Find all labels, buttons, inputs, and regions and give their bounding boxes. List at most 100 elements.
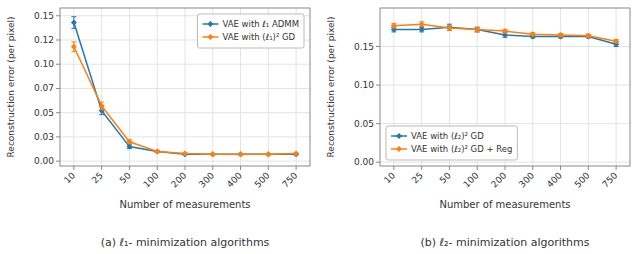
tick-label-x: 200 [489, 170, 508, 189]
tick-label-x: 300 [517, 170, 536, 189]
tick-label-y: 0.00 [354, 157, 374, 167]
marker [419, 21, 425, 27]
y-axis-label: Reconstruction error (per pixel) [6, 17, 16, 158]
marker [99, 103, 105, 109]
marker [585, 33, 591, 39]
caption: (b) ℓ₂- minimization algorithms [421, 236, 590, 249]
tick-y [56, 88, 60, 89]
legend-box [386, 126, 517, 160]
series-line [394, 24, 616, 41]
tick-x [212, 166, 213, 170]
chart-root: 0.000.030.050.070.100.120.15102550100200… [0, 0, 640, 254]
tick-y [56, 64, 60, 65]
marker [613, 38, 619, 44]
tick-label-x: 400 [545, 170, 564, 189]
tick-x [393, 166, 394, 170]
tick-y [376, 85, 380, 86]
tick-y [376, 123, 380, 124]
tick-label-y: 0.10 [34, 59, 54, 69]
legend-label: VAE with (ℓ₂)² GD [411, 131, 484, 141]
tick-label-x: 50 [438, 170, 453, 185]
marker [293, 150, 299, 156]
tick-y [376, 162, 380, 163]
marker [154, 148, 160, 154]
tick-x [157, 166, 158, 170]
tick-label-y: 0.03 [34, 132, 54, 142]
tick-label-y: 0.00 [34, 156, 54, 166]
grid-line-x [73, 8, 74, 166]
marker [265, 151, 271, 157]
marker [126, 139, 132, 145]
marker [474, 27, 480, 33]
tick-x [477, 166, 478, 170]
tick-x [421, 166, 422, 170]
legend-label: VAE with (ℓ₁)² GD [222, 32, 295, 42]
marker [265, 151, 271, 157]
tick-label-x: 25 [90, 170, 105, 185]
tick-x [560, 166, 561, 170]
series-line [74, 47, 296, 155]
legend-marker [207, 21, 213, 27]
tick-label-y: 0.15 [34, 11, 54, 21]
tick-x [616, 166, 617, 170]
tick-label-x: 10 [382, 170, 397, 185]
tick-label-x: 50 [118, 170, 133, 185]
marker [210, 151, 216, 157]
tick-label-x: 10 [62, 170, 77, 185]
tick-x [588, 166, 589, 170]
marker [71, 44, 77, 50]
marker [391, 23, 397, 29]
marker [558, 32, 564, 38]
tick-y [56, 161, 60, 162]
tick-x [268, 166, 269, 170]
data-group [391, 21, 619, 47]
tick-label-y: 0.15 [354, 42, 374, 52]
error-bar [475, 27, 480, 32]
tick-x [129, 166, 130, 170]
tick-label-y: 0.07 [34, 83, 54, 93]
tick-y [56, 136, 60, 137]
tick-label-x: 100 [141, 170, 160, 189]
tick-x [532, 166, 533, 170]
marker [585, 34, 591, 40]
legend-label: VAE with ℓ₁ ADMM [222, 19, 299, 29]
plot-frame [380, 8, 630, 166]
marker [210, 151, 216, 157]
error-bar [447, 24, 452, 30]
tick-label-x: 200 [169, 170, 188, 189]
grid-line-x [588, 8, 589, 166]
legend-label: VAE with (ℓ₂)² GD + Reg [411, 144, 512, 154]
tick-x [240, 166, 241, 170]
tick-label-x: 750 [600, 170, 619, 189]
legend-marker [396, 146, 402, 152]
grid-line-x [101, 8, 102, 166]
marker [182, 151, 188, 157]
tick-x [73, 166, 74, 170]
tick-label-y: 0.10 [354, 80, 374, 90]
legend-box [197, 14, 304, 48]
marker [502, 28, 508, 34]
tick-y [56, 15, 60, 16]
panel: 0.000.050.100.15102550100200300400500750… [326, 8, 630, 249]
marker [293, 151, 299, 157]
marker [474, 27, 480, 33]
tick-x [296, 166, 297, 170]
legend-marker [207, 34, 213, 40]
error-bar [419, 27, 424, 32]
page: {"chart_data": [ {"type": "line", "title… [0, 0, 640, 254]
data-group [71, 17, 299, 158]
tick-label-x: 25 [410, 170, 425, 185]
tick-label-x: 750 [280, 170, 299, 189]
grid-line-x [560, 8, 561, 166]
tick-label-x: 500 [253, 170, 272, 189]
marker [154, 148, 160, 154]
marker [71, 20, 77, 26]
tick-label-y: 0.12 [34, 35, 54, 45]
marker [530, 31, 536, 37]
panel: 0.000.030.050.070.100.120.15102550100200… [6, 8, 310, 249]
y-axis-label: Reconstruction error (per pixel) [326, 17, 336, 158]
marker [446, 24, 452, 30]
error-bar [391, 23, 396, 28]
tick-y [56, 112, 60, 113]
tick-label-x: 500 [573, 170, 592, 189]
